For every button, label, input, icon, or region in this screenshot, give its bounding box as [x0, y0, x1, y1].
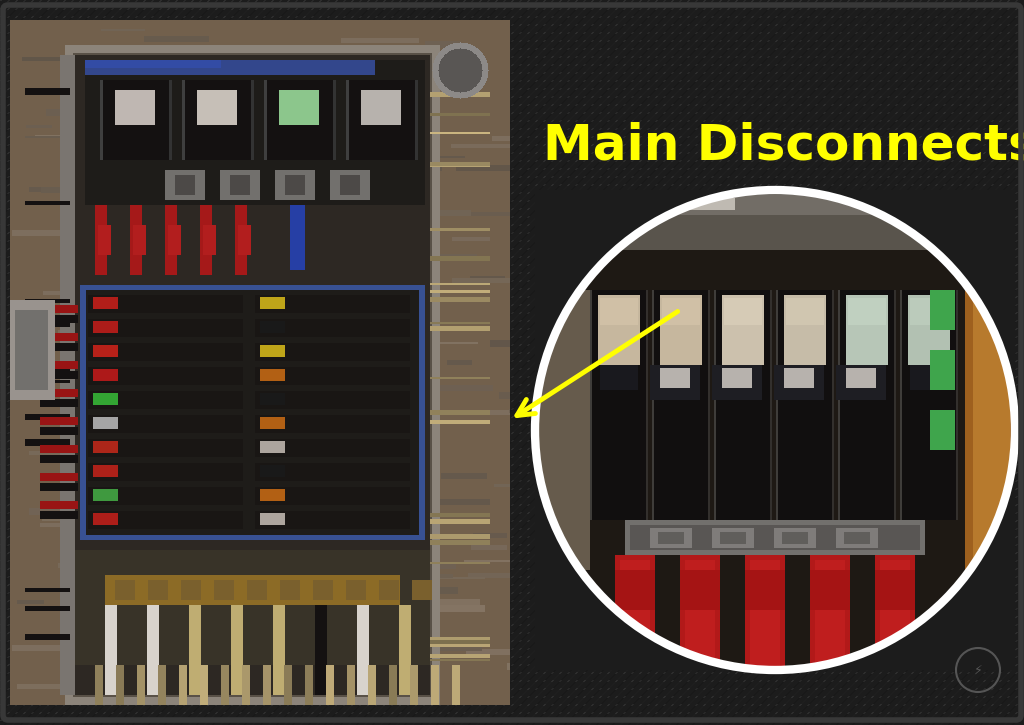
Text: Main Disconnects: Main Disconnects: [543, 121, 1024, 169]
Text: ⚡: ⚡: [974, 663, 982, 676]
